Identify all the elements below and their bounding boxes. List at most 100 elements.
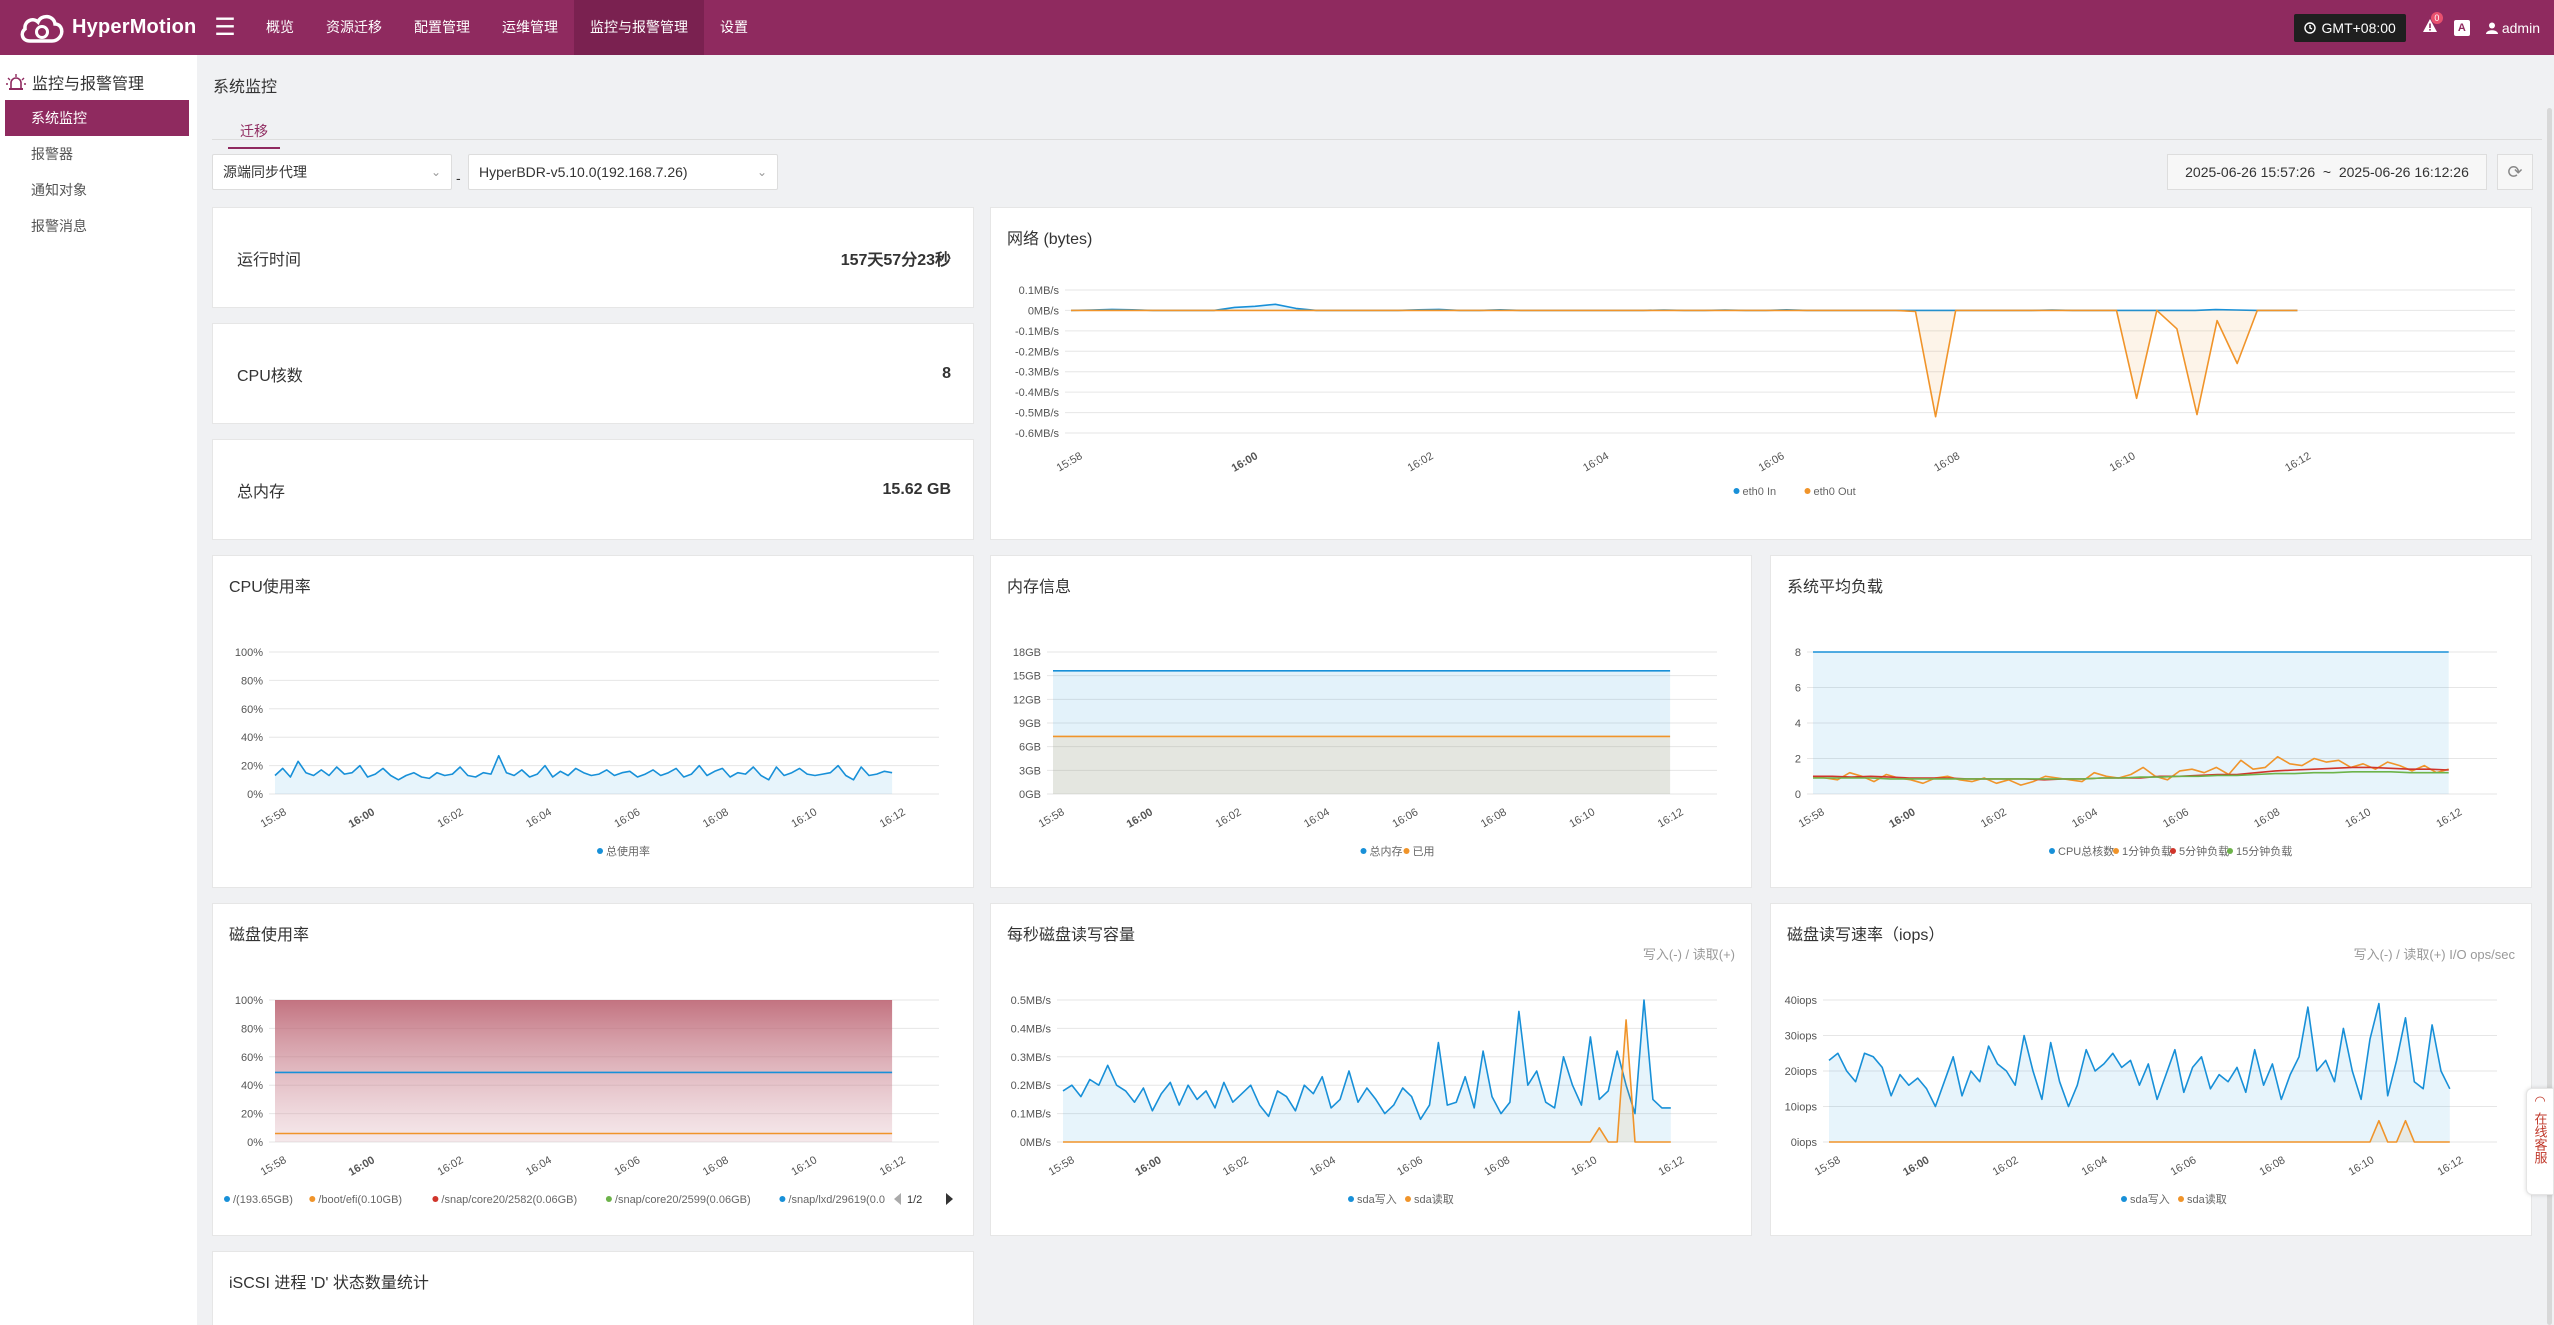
agent-select[interactable]: 源端同步代理 ⌄ (212, 154, 452, 190)
nav-migration[interactable]: 资源迁移 (326, 19, 382, 35)
x-tick-label: 16:06 (612, 1154, 642, 1178)
legend-label: /(193.65GB) (233, 1194, 293, 1206)
online-support-label: 在线客服 (2532, 1112, 2548, 1164)
notification-badge: 0 (2430, 12, 2443, 24)
sidebar-item-alarms[interactable]: 报警器 (31, 146, 73, 162)
x-tick-label: 16:02 (436, 806, 466, 830)
legend-marker (309, 1196, 316, 1202)
x-tick-label: 16:02 (1406, 450, 1436, 474)
legend-marker (1733, 488, 1740, 494)
y-tick-label: 40% (241, 732, 263, 744)
legend-label: sda读取 (2187, 1192, 2227, 1206)
legend-label: 已用 (1413, 846, 1435, 858)
sidebar-item-system-monitor[interactable]: 系统监控 (5, 100, 189, 136)
x-tick-label: 16:02 (1979, 806, 2009, 830)
x-tick-label: 16:00 (347, 1154, 377, 1178)
time-range-value: 2025-06-26 15:57:26 ~ 2025-06-26 16:12:2… (2185, 164, 2469, 180)
brand-logo[interactable]: HyperMotion (0, 11, 200, 45)
online-support-button[interactable]: ◠ 在线客服 (2526, 1088, 2554, 1195)
series-line (1828, 1002, 2451, 1108)
refresh-icon: ⟳ (2507, 162, 2523, 182)
legend-marker (2178, 1196, 2184, 1202)
legend-marker (779, 1196, 786, 1202)
legend-label: sda读取 (1414, 1192, 1454, 1206)
y-tick-label: 4 (1795, 718, 1801, 730)
page-title: 系统监控 (213, 79, 278, 96)
menu-toggle-icon[interactable]: ☰ (214, 14, 236, 41)
x-tick-label: 15:58 (1813, 1154, 1843, 1178)
y-tick-label: 60% (241, 1052, 263, 1064)
x-tick-label: 16:10 (2343, 806, 2373, 830)
y-tick-label: 20iops (1785, 1066, 1818, 1078)
user-menu[interactable]: admin (2485, 20, 2540, 36)
legend-label: eth0 Out (1814, 486, 1856, 498)
nav-config[interactable]: 配置管理 (414, 19, 470, 35)
diskio-chart-title: 每秒磁盘读写容量 (1007, 927, 1136, 944)
y-tick-label: 20% (241, 761, 263, 773)
series-area (1071, 310, 2298, 417)
legend-label: 5分钟负载 (2179, 844, 2229, 858)
x-tick-label: 16:12 (2283, 450, 2313, 474)
nav-overview[interactable]: 概览 (266, 19, 294, 35)
x-tick-label: 16:04 (2080, 1154, 2110, 1178)
series-area (1063, 1000, 1671, 1142)
legend-label: 总使用率 (606, 844, 650, 858)
notification-button[interactable]: 0 (2422, 12, 2443, 37)
y-tick-label: 2 (1795, 754, 1801, 766)
y-tick-label: -0.3MB/s (1015, 367, 1060, 379)
x-tick-label: 16:10 (2347, 1154, 2377, 1178)
memory-chart-title: 内存信息 (1007, 579, 1072, 596)
nav-monitoring[interactable]: 监控与报警管理 (574, 0, 704, 55)
sidebar-item-notify-targets[interactable]: 通知对象 (31, 182, 87, 198)
disk-chart: 100% 80% 60% 40% 20% 0% 15:58 16:00 16:02 16:04 16… (224, 995, 953, 1206)
y-tick-label: -0.6MB/s (1015, 428, 1060, 440)
filter-separator: - (456, 170, 461, 186)
refresh-button[interactable]: ⟳ (2497, 154, 2533, 190)
load-chart: 8 6 4 2 0 15:58 16:00 16:02 16:04 16:06 16:08 16:10… (1795, 647, 2497, 858)
host-select[interactable]: HyperBDR-v5.10.0(192.168.7.26) ⌄ (468, 154, 778, 190)
x-tick-label: 16:10 (1567, 806, 1597, 830)
series-line (1829, 1119, 2450, 1143)
page-scrollbar[interactable] (2547, 108, 2552, 1325)
y-tick-label: 60% (241, 704, 263, 716)
x-tick-label: 15:58 (1037, 806, 1067, 830)
language-button[interactable]: A (2453, 19, 2470, 36)
series-line (1071, 309, 2298, 418)
y-tick-label: 20% (241, 1109, 263, 1121)
series-area (1071, 304, 2298, 311)
uptime-value: 157天57分23秒 (840, 251, 951, 269)
y-tick-label: 0MB/s (1020, 1137, 1052, 1149)
legend-marker (2121, 1196, 2127, 1202)
load-chart-title: 系统平均负载 (1787, 579, 1884, 596)
nav-settings[interactable]: 设置 (720, 19, 748, 35)
legend-label: /boot/efi(0.10GB) (318, 1194, 402, 1206)
time-range-picker[interactable]: 2025-06-26 15:57:26 ~ 2025-06-26 16:12:2… (2167, 154, 2487, 190)
y-tick-label: -0.2MB/s (1015, 346, 1060, 358)
tab-migration[interactable]: 迁移 (228, 121, 280, 149)
x-tick-label: 16:04 (1308, 1154, 1338, 1178)
total-memory-label: 总内存 (237, 483, 286, 501)
y-tick-label: 6 (1795, 683, 1801, 695)
y-tick-label: 0MB/s (1028, 305, 1060, 317)
agent-select-value: 源端同步代理 (223, 164, 307, 180)
x-tick-label: 16:10 (1569, 1154, 1599, 1178)
x-tick-label: 15:58 (1797, 806, 1827, 830)
x-tick-label: 16:08 (1482, 1154, 1512, 1178)
total-memory-card: 总内存 15.62 GB (212, 439, 974, 540)
y-tick-label: 12GB (1013, 694, 1041, 706)
y-tick-label: 0.4MB/s (1011, 1023, 1052, 1035)
y-tick-label: 0 (1795, 789, 1801, 801)
nav-operations[interactable]: 运维管理 (502, 19, 558, 35)
top-bar: HyperMotion ☰ 概览 资源迁移 配置管理 运维管理 监控与报警管理 … (0, 0, 2554, 55)
app-name: HyperMotion (72, 16, 197, 38)
x-tick-label: 16:02 (1991, 1154, 2021, 1178)
y-tick-label: 3GB (1019, 765, 1041, 777)
bell-alert-icon (2422, 19, 2437, 32)
network-chart-title: 网络 (bytes) (1007, 231, 1093, 248)
translate-icon: A (2457, 21, 2466, 34)
sidebar-item-alarm-messages[interactable]: 报警消息 (31, 218, 87, 234)
timezone-button[interactable]: GMT+08:00 (2293, 13, 2406, 42)
x-tick-label: 16:00 (1133, 1154, 1163, 1178)
main-nav: 概览 资源迁移 配置管理 运维管理 监控与报警管理 设置 (250, 0, 764, 55)
legend-marker (224, 1196, 230, 1202)
